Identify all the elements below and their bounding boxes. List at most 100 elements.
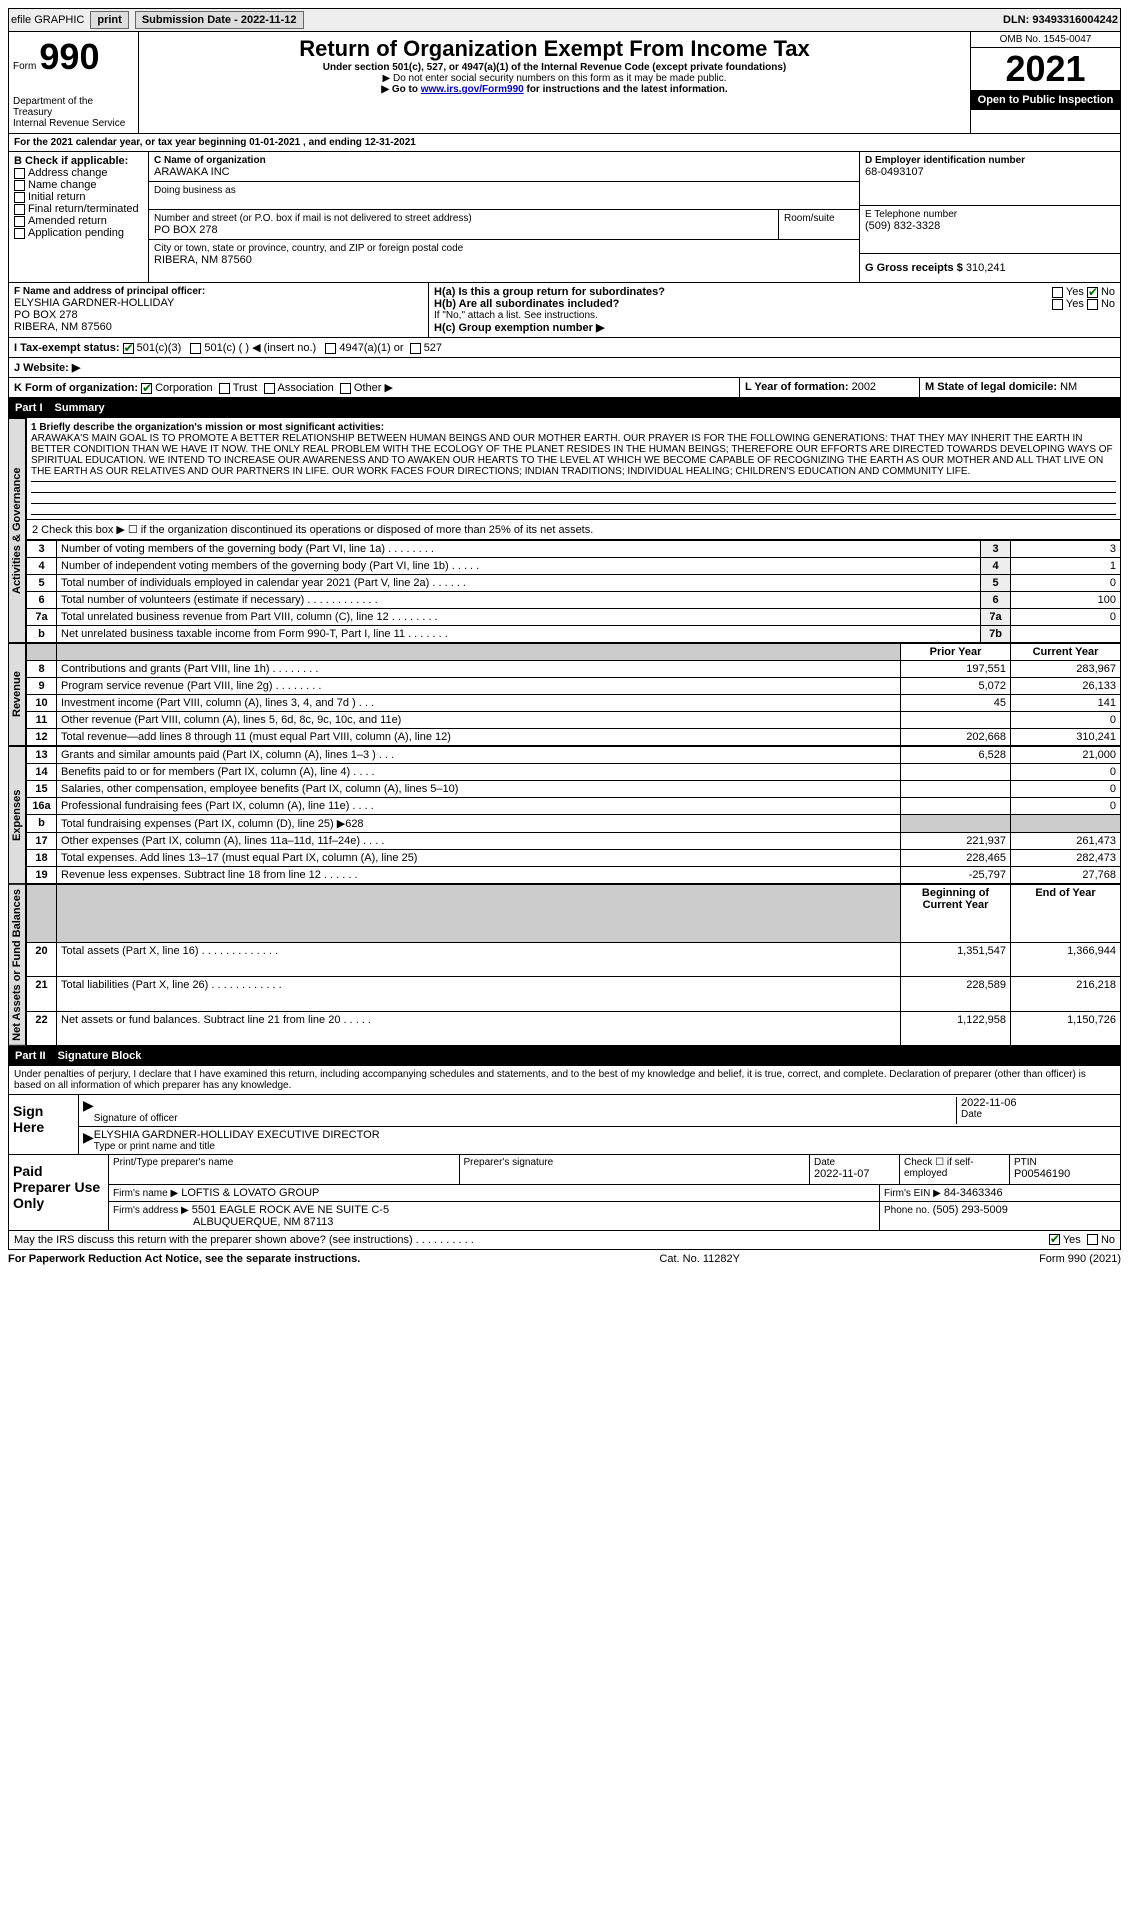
part1-label: Part I bbox=[15, 402, 43, 414]
discuss-yes[interactable] bbox=[1049, 1234, 1060, 1245]
officer-group-block: F Name and address of principal officer:… bbox=[8, 283, 1121, 338]
line2: 2 Check this box ▶ ☐ if the organization… bbox=[26, 520, 1121, 540]
part2-header: Part II Signature Block bbox=[8, 1046, 1121, 1066]
dln-label: DLN: 93493316004242 bbox=[1003, 14, 1118, 26]
check-initial: Initial return bbox=[14, 191, 143, 203]
net-assets-table: Beginning of Current YearEnd of Year20To… bbox=[26, 884, 1121, 1046]
table-row: 12Total revenue—add lines 8 through 11 (… bbox=[27, 729, 1121, 746]
paid-preparer-block: Paid Preparer Use Only Print/Type prepar… bbox=[8, 1155, 1121, 1231]
irs-label: Internal Revenue Service bbox=[13, 118, 134, 129]
i-label: I Tax-exempt status: bbox=[14, 342, 120, 354]
sig-date-label: Date bbox=[961, 1109, 1116, 1120]
cb-trust[interactable] bbox=[219, 383, 230, 394]
website-row: J Website: ▶ bbox=[8, 358, 1121, 378]
table-row: 13Grants and similar amounts paid (Part … bbox=[27, 747, 1121, 764]
cb-other[interactable] bbox=[340, 383, 351, 394]
table-row: bTotal fundraising expenses (Part IX, co… bbox=[27, 815, 1121, 833]
org-name: ARAWAKA INC bbox=[154, 166, 854, 178]
form990-link[interactable]: www.irs.gov/Form990 bbox=[421, 84, 524, 95]
sign-arrow-icon-2: ▶ bbox=[83, 1129, 94, 1152]
sign-here-label: Sign Here bbox=[9, 1095, 79, 1154]
check-applicable: B Check if applicable: Address change Na… bbox=[9, 152, 149, 282]
checkbox-final[interactable] bbox=[14, 204, 25, 215]
sig-officer-label: Signature of officer bbox=[94, 1113, 956, 1124]
form-number-cell: Form 990 Department of the Treasury Inte… bbox=[9, 32, 139, 133]
cb-527[interactable] bbox=[410, 343, 421, 354]
table-row: 22Net assets or fund balances. Subtract … bbox=[27, 1011, 1121, 1045]
ha-row: H(a) Is this a group return for subordin… bbox=[434, 286, 1115, 298]
cb-corp[interactable] bbox=[141, 383, 152, 394]
j-label: J Website: ▶ bbox=[9, 358, 1120, 377]
e-label: E Telephone number bbox=[865, 209, 1115, 220]
footer-right: Form 990 (2021) bbox=[1039, 1253, 1121, 1265]
g-label: G Gross receipts $ bbox=[865, 262, 963, 274]
table-row: 16aProfessional fundraising fees (Part I… bbox=[27, 798, 1121, 815]
side-ag: Activities & Governance bbox=[8, 418, 26, 643]
note-pre: ▶ Go to bbox=[381, 84, 420, 95]
note-ssn: ▶ Do not enter social security numbers o… bbox=[143, 73, 966, 84]
addr-label: Number and street (or P.O. box if mail i… bbox=[154, 213, 773, 224]
ha-no[interactable] bbox=[1087, 287, 1098, 298]
sign-here-block: Sign Here ▶ Signature of officer 2022-11… bbox=[8, 1095, 1121, 1155]
cb-501c3[interactable] bbox=[123, 343, 134, 354]
note-goto: ▶ Go to www.irs.gov/Form990 for instruct… bbox=[143, 84, 966, 95]
note-post: for instructions and the latest informat… bbox=[524, 84, 728, 95]
k-label: K Form of organization: bbox=[14, 382, 138, 394]
check-pending: Application pending bbox=[14, 227, 143, 239]
table-row: 14Benefits paid to or for members (Part … bbox=[27, 764, 1121, 781]
cb-assoc[interactable] bbox=[264, 383, 275, 394]
table-row: 4Number of independent voting members of… bbox=[27, 558, 1121, 575]
checkbox-address[interactable] bbox=[14, 168, 25, 179]
sig-date: 2022-11-06 bbox=[961, 1097, 1116, 1109]
checkbox-name[interactable] bbox=[14, 180, 25, 191]
gross-receipts: 310,241 bbox=[966, 262, 1006, 274]
hb-yes[interactable] bbox=[1052, 299, 1063, 310]
side-rev: Revenue bbox=[8, 643, 26, 746]
line1-label: 1 Briefly describe the organization's mi… bbox=[31, 422, 1116, 433]
revenue-table: Prior YearCurrent Year8Contributions and… bbox=[26, 643, 1121, 746]
checkbox-amended[interactable] bbox=[14, 216, 25, 227]
ein: 68-0493107 bbox=[865, 166, 1115, 178]
phone: (509) 832-3328 bbox=[865, 220, 1115, 232]
officer-addr1: PO BOX 278 bbox=[14, 309, 423, 321]
discuss-no[interactable] bbox=[1087, 1234, 1098, 1245]
ha-yes[interactable] bbox=[1052, 287, 1063, 298]
year-cell: OMB No. 1545-0047 2021 Open to Public In… bbox=[970, 32, 1120, 133]
table-row: 7aTotal unrelated business revenue from … bbox=[27, 609, 1121, 626]
h-note: If "No," attach a list. See instructions… bbox=[434, 310, 1115, 321]
part2-label: Part II bbox=[15, 1050, 46, 1062]
ein-phone-block: D Employer identification number 68-0493… bbox=[860, 152, 1120, 282]
form-number: 990 bbox=[39, 36, 99, 77]
submission-date-button[interactable]: Submission Date - 2022-11-12 bbox=[135, 11, 304, 29]
penalty-text: Under penalties of perjury, I declare th… bbox=[8, 1066, 1121, 1095]
cb-501c[interactable] bbox=[190, 343, 201, 354]
cb-4947[interactable] bbox=[325, 343, 336, 354]
table-row: 15Salaries, other compensation, employee… bbox=[27, 781, 1121, 798]
discuss-row: May the IRS discuss this return with the… bbox=[8, 1231, 1121, 1250]
footer-mid: Cat. No. 11282Y bbox=[360, 1253, 1039, 1265]
omb-number: OMB No. 1545-0047 bbox=[971, 32, 1120, 48]
officer-name: ELYSHIA GARDNER-HOLLIDAY bbox=[14, 297, 423, 309]
name-address-block: C Name of organization ARAWAKA INC Doing… bbox=[149, 152, 860, 282]
topbar: efile GRAPHIC print Submission Date - 20… bbox=[8, 8, 1121, 32]
form-header: Form 990 Department of the Treasury Inte… bbox=[8, 32, 1121, 134]
city-label: City or town, state or province, country… bbox=[154, 243, 854, 254]
dba-label: Doing business as bbox=[154, 185, 854, 196]
period-row: For the 2021 calendar year, or tax year … bbox=[8, 134, 1121, 152]
public-inspection: Open to Public Inspection bbox=[971, 90, 1120, 110]
print-button[interactable]: print bbox=[90, 11, 128, 29]
table-row: 8Contributions and grants (Part VIII, li… bbox=[27, 661, 1121, 678]
governance-table: 3Number of voting members of the governi… bbox=[26, 540, 1121, 643]
f-label: F Name and address of principal officer: bbox=[14, 286, 423, 297]
check-amended: Amended return bbox=[14, 215, 143, 227]
checkbox-initial[interactable] bbox=[14, 192, 25, 203]
table-row: 3Number of voting members of the governi… bbox=[27, 541, 1121, 558]
expenses-section: Expenses 13Grants and similar amounts pa… bbox=[8, 746, 1121, 884]
table-row: 18Total expenses. Add lines 13–17 (must … bbox=[27, 850, 1121, 867]
check-address: Address change bbox=[14, 167, 143, 179]
table-row: 11Other revenue (Part VIII, column (A), … bbox=[27, 712, 1121, 729]
checkbox-pending[interactable] bbox=[14, 228, 25, 239]
hb-no[interactable] bbox=[1087, 299, 1098, 310]
revenue-section: Revenue Prior YearCurrent Year8Contribut… bbox=[8, 643, 1121, 746]
paid-preparer-label: Paid Preparer Use Only bbox=[9, 1155, 109, 1230]
